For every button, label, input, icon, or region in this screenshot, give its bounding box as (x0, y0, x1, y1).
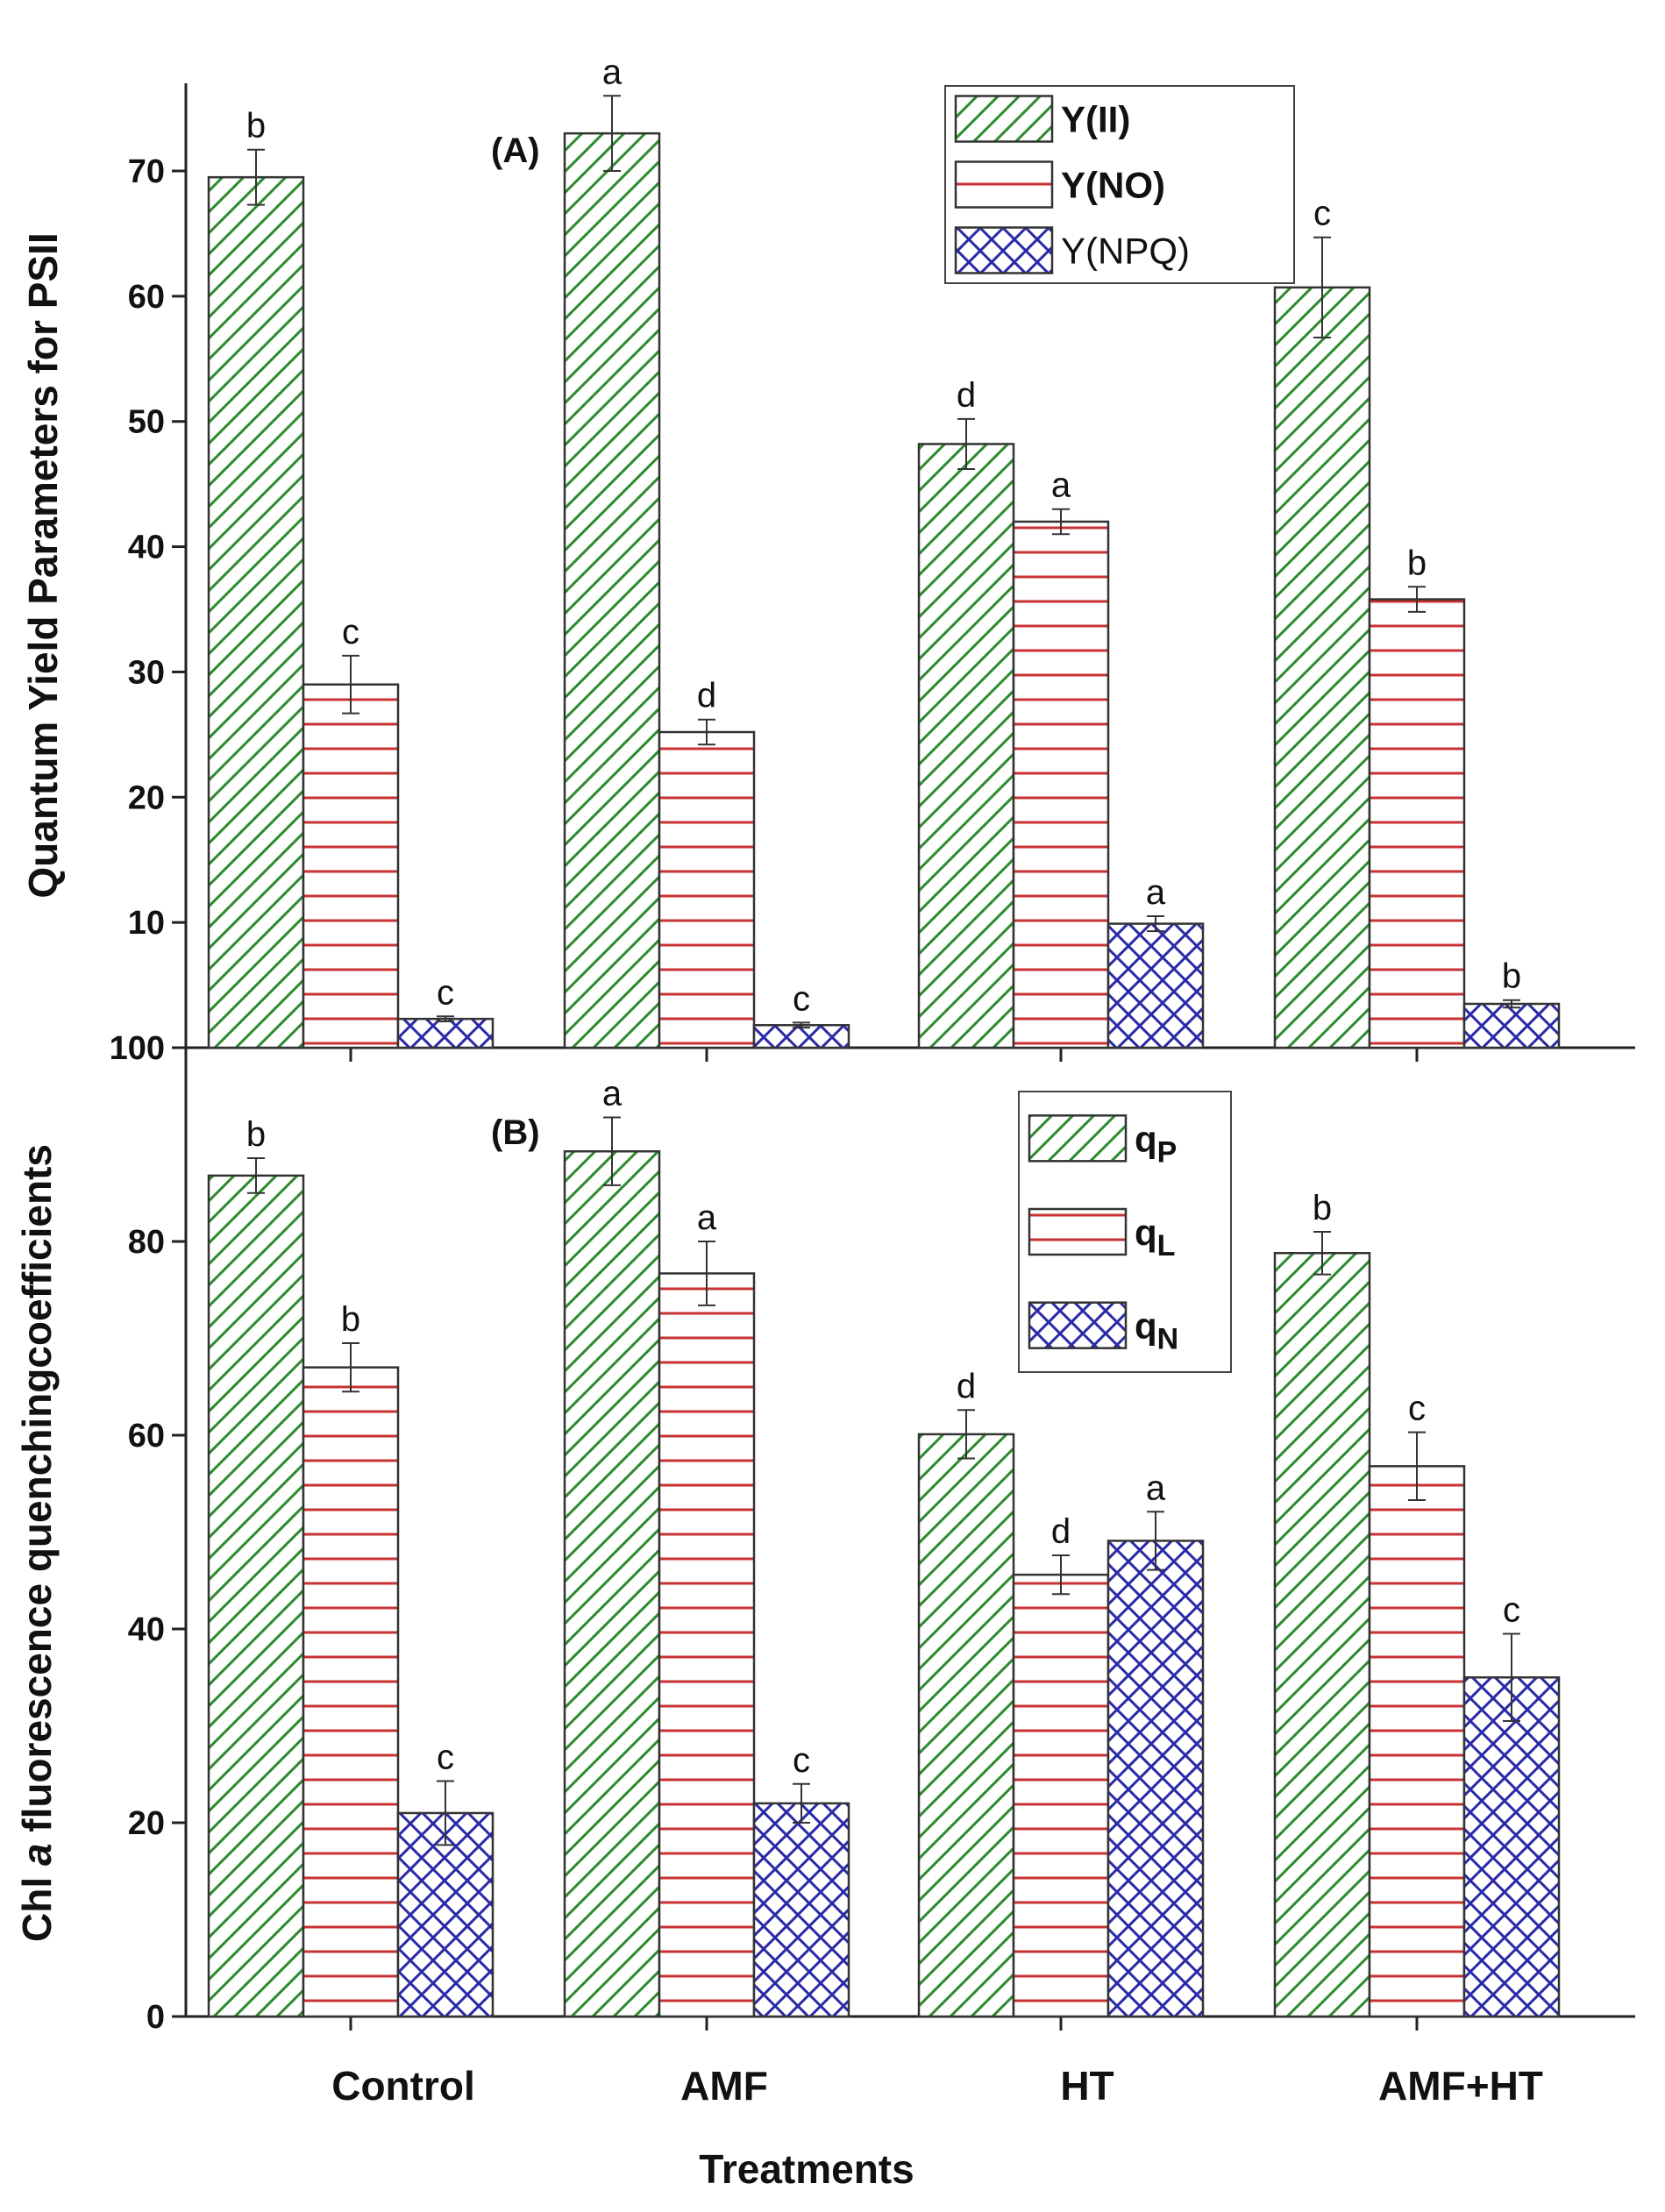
significance-letter: b (341, 1300, 360, 1339)
bar (207, 175, 305, 1049)
bar (1273, 286, 1371, 1049)
significance-letter: b (246, 1115, 266, 1154)
y-axis-title: Chl a fluorescence quenchingcoefficients (14, 1144, 60, 1942)
bar (1368, 598, 1466, 1049)
y-tick-label: 50 (128, 404, 165, 441)
y-tick-label: 40 (128, 1611, 165, 1648)
x-category-label: Control (331, 2063, 475, 2109)
y-tick-label: 60 (128, 1418, 165, 1455)
bar (1273, 1252, 1371, 2018)
y-tick-label: 20 (128, 779, 165, 816)
bar (917, 443, 1015, 1049)
legend-swatch (1028, 1207, 1128, 1256)
panel-a: 10 20 30 40 50 60 70 b a d c c d a b c c a b (A) Quantum Yie… (20, 53, 1635, 1062)
bar (658, 730, 756, 1049)
significance-letter: b (1313, 1189, 1332, 1227)
significance-letter: b (1407, 544, 1427, 582)
significance-letter: c (342, 613, 359, 651)
legend-label: Y(NPQ) (1061, 231, 1190, 272)
bar (302, 1366, 400, 2018)
bar (1012, 520, 1110, 1049)
significance-letter: c (437, 973, 454, 1012)
bar (563, 132, 661, 1049)
bar (396, 1017, 495, 1049)
y-tick-label: 60 (128, 279, 165, 316)
panel-b: 0 20 40 60 80 100 b a d b b a d c c c a c (B) Chl a fluores… (14, 1030, 1635, 2192)
panel-label: (A) (491, 132, 540, 170)
x-category-label: AMF (680, 2063, 768, 2109)
significance-letter: a (1051, 466, 1071, 505)
y-axis-title: Quantum Yield Parameters for PSII (20, 232, 66, 898)
bar (917, 1433, 1015, 2018)
significance-letter: a (1146, 1469, 1166, 1507)
y-tick-label: 80 (128, 1224, 165, 1261)
x-axis-title: Treatments (699, 2146, 914, 2192)
legend-label: Y(NO) (1061, 165, 1165, 206)
y-tick-label: 70 (128, 153, 165, 190)
significance-letter: c (437, 1738, 454, 1776)
significance-letter: d (1051, 1512, 1071, 1551)
bar (752, 1802, 850, 2018)
bar (752, 1024, 850, 1049)
legend-label: qP (1135, 1118, 1177, 1169)
significance-letter: c (1503, 1591, 1520, 1630)
bar (396, 1811, 495, 2018)
significance-letter: b (1502, 957, 1521, 996)
legend-label: Y(II) (1061, 99, 1130, 140)
significance-letter: a (697, 1198, 717, 1237)
significance-letter: c (793, 1741, 810, 1780)
y-tick-label: 40 (128, 530, 165, 566)
y-tick-label: 20 (128, 1805, 165, 1842)
legend-swatch (954, 160, 1054, 209)
y-tick-label: 10 (128, 905, 165, 942)
x-category-label: AMF+HT (1378, 2063, 1543, 2109)
legend-label: qL (1135, 1212, 1175, 1262)
legend-swatch (954, 226, 1054, 274)
y-tick-label: 100 (110, 1030, 165, 1067)
legend: qP qL qN (1018, 1091, 1232, 1373)
panel-label: (B) (491, 1113, 540, 1152)
significance-letter: a (602, 53, 623, 91)
bar (658, 1272, 756, 2018)
legend-swatch (1028, 1301, 1128, 1349)
bar (207, 1174, 305, 2018)
bar (1106, 1540, 1205, 2018)
significance-letter: a (602, 1075, 623, 1113)
bar (1462, 1002, 1561, 1049)
significance-letter: c (793, 979, 810, 1018)
significance-letter: d (957, 1367, 976, 1405)
significance-letter: c (1408, 1390, 1426, 1428)
bar (302, 683, 400, 1049)
significance-letter: a (1146, 873, 1166, 912)
significance-letter: c (1313, 195, 1331, 233)
y-tick-label: 30 (128, 654, 165, 691)
bar (1012, 1573, 1110, 2018)
legend-label: qN (1135, 1305, 1178, 1356)
legend: Y(II) Y(NO) Y(NPQ) (944, 85, 1295, 284)
legend-swatch (954, 95, 1054, 143)
significance-letter: b (246, 107, 266, 146)
significance-letter: d (697, 677, 716, 715)
significance-letter: d (957, 376, 976, 415)
legend-swatch (1028, 1114, 1128, 1163)
y-tick-label: 0 (146, 1999, 165, 2036)
bar (563, 1149, 661, 2018)
bar (1462, 1676, 1561, 2018)
x-category-label: HT (1060, 2063, 1114, 2109)
bar (1368, 1465, 1466, 2018)
bar (1106, 922, 1205, 1049)
